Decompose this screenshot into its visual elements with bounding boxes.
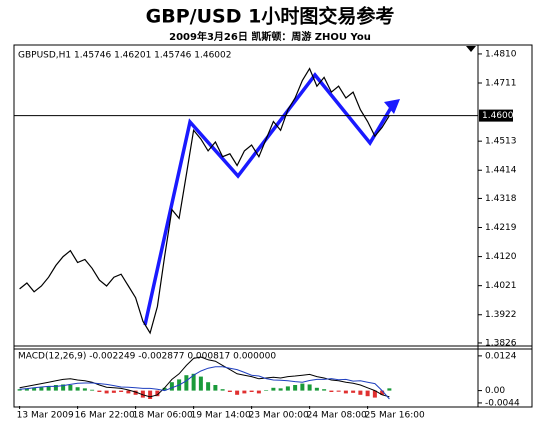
- macd-histogram-bar: [32, 387, 37, 391]
- macd-histogram-bar: [148, 390, 153, 399]
- macd-histogram-bar: [126, 390, 131, 394]
- macd-histogram-bar: [343, 390, 348, 394]
- macd-line: [19, 356, 390, 398]
- macd-histogram-bar: [372, 390, 377, 398]
- macd-histogram-bar: [249, 390, 254, 392]
- macd-histogram-bar: [256, 390, 261, 394]
- macd-histogram-bar: [213, 385, 218, 391]
- y-tick-label: 1.4810: [485, 49, 517, 59]
- macd-histogram-bar: [191, 373, 196, 391]
- macd-histogram-bar: [169, 382, 174, 391]
- macd-histogram-bar: [133, 390, 138, 395]
- y2-tick-label: 0.0124: [485, 351, 517, 361]
- macd-histogram-bar: [184, 375, 189, 391]
- x-tick-label: 23 Mar 00:00: [249, 411, 309, 421]
- y2-tick-label: -0.0044: [485, 398, 520, 408]
- macd-histogram-bar: [271, 387, 276, 391]
- macd-histogram-bar: [220, 389, 225, 391]
- macd-histogram-bar: [322, 389, 327, 391]
- y-tick-label: 1.4021: [485, 281, 517, 291]
- macd-histogram-bar: [24, 388, 29, 391]
- macd-histogram-bar: [206, 382, 211, 391]
- x-tick-label: 13 Mar 2009: [17, 411, 74, 421]
- macd-histogram-bar: [387, 388, 392, 391]
- macd-histogram-bar: [285, 386, 290, 391]
- price-line: [19, 67, 390, 335]
- macd-histogram-bar: [104, 390, 109, 394]
- x-tick-label: 16 Mar 22:00: [75, 411, 135, 421]
- macd-histogram-bar: [111, 390, 116, 393]
- macd-histogram-bar: [39, 387, 44, 391]
- macd-histogram-bar: [53, 385, 58, 391]
- macd-histogram-bar: [380, 390, 385, 395]
- macd-histogram-bar: [358, 390, 363, 395]
- macd-histogram-bar: [17, 389, 22, 391]
- y-tick-label: 1.4219: [485, 223, 517, 233]
- macd-histogram-bar: [264, 390, 269, 391]
- y-tick-label: 1.4120: [485, 252, 517, 262]
- y2-tick-label: 0.00: [485, 386, 505, 396]
- y-tick-label: 1.4711: [485, 79, 517, 89]
- y-tick-label: 1.4513: [485, 137, 517, 147]
- level-label: 1.4600: [482, 111, 514, 121]
- y-tick-label: 1.4414: [485, 166, 517, 176]
- macd-histogram-bar: [278, 388, 283, 391]
- chart-subtitle: 2009年3月26日 凯斯顿：周游 ZHOU You: [169, 30, 371, 43]
- macd-histogram-bar: [300, 383, 305, 391]
- macd-histogram-bar: [227, 390, 232, 392]
- macd-histogram-bar: [46, 386, 51, 391]
- macd-histogram-bar: [140, 390, 145, 398]
- macd-histogram-bar: [365, 390, 370, 397]
- pattern-arrowhead: [384, 99, 400, 114]
- y-tick-label: 1.3922: [485, 310, 517, 320]
- macd-histogram-bar: [155, 390, 160, 397]
- y-tick-label: 1.4318: [485, 194, 517, 204]
- macd-histogram-bar: [198, 376, 203, 391]
- macd-histogram-bar: [242, 390, 247, 394]
- shift-marker: [466, 46, 476, 52]
- macd-histogram-bar: [329, 390, 334, 392]
- macd-histogram-bar: [351, 390, 356, 393]
- macd-histogram-bar: [314, 387, 319, 391]
- x-tick-label: 24 Mar 08:00: [307, 411, 367, 421]
- frame: [13, 44, 533, 408]
- macd-histogram-bar: [90, 389, 95, 391]
- macd-line: [19, 366, 390, 400]
- macd-histogram-bar: [97, 390, 102, 392]
- macd-label: MACD(12,26,9) -0.002249 -0.002877 0.0008…: [18, 352, 276, 362]
- x-tick-label: 25 Mar 16:00: [365, 411, 425, 421]
- y-tick-label: 1.3826: [485, 338, 517, 348]
- macd-histogram-bar: [307, 384, 312, 391]
- macd-histogram-bar: [119, 390, 124, 392]
- macd-histogram-bar: [68, 385, 73, 391]
- macd-histogram-bar: [235, 390, 240, 395]
- macd-histogram-bar: [61, 384, 66, 391]
- macd-histogram-bar: [75, 387, 80, 391]
- macd-histogram-bar: [82, 388, 87, 391]
- macd-histogram-bar: [336, 390, 341, 392]
- macd-histogram-bar: [162, 387, 167, 391]
- chart-title: GBP/USD 1小时图交易参考: [146, 5, 395, 28]
- symbol-label: GBPUSD,H1 1.45746 1.46201 1.45746 1.4600…: [18, 51, 231, 61]
- x-tick-label: 18 Mar 06:00: [133, 411, 193, 421]
- level-label-box: [479, 109, 513, 122]
- macd-histogram-bar: [293, 385, 298, 391]
- x-tick-label: 19 Mar 14:00: [191, 411, 251, 421]
